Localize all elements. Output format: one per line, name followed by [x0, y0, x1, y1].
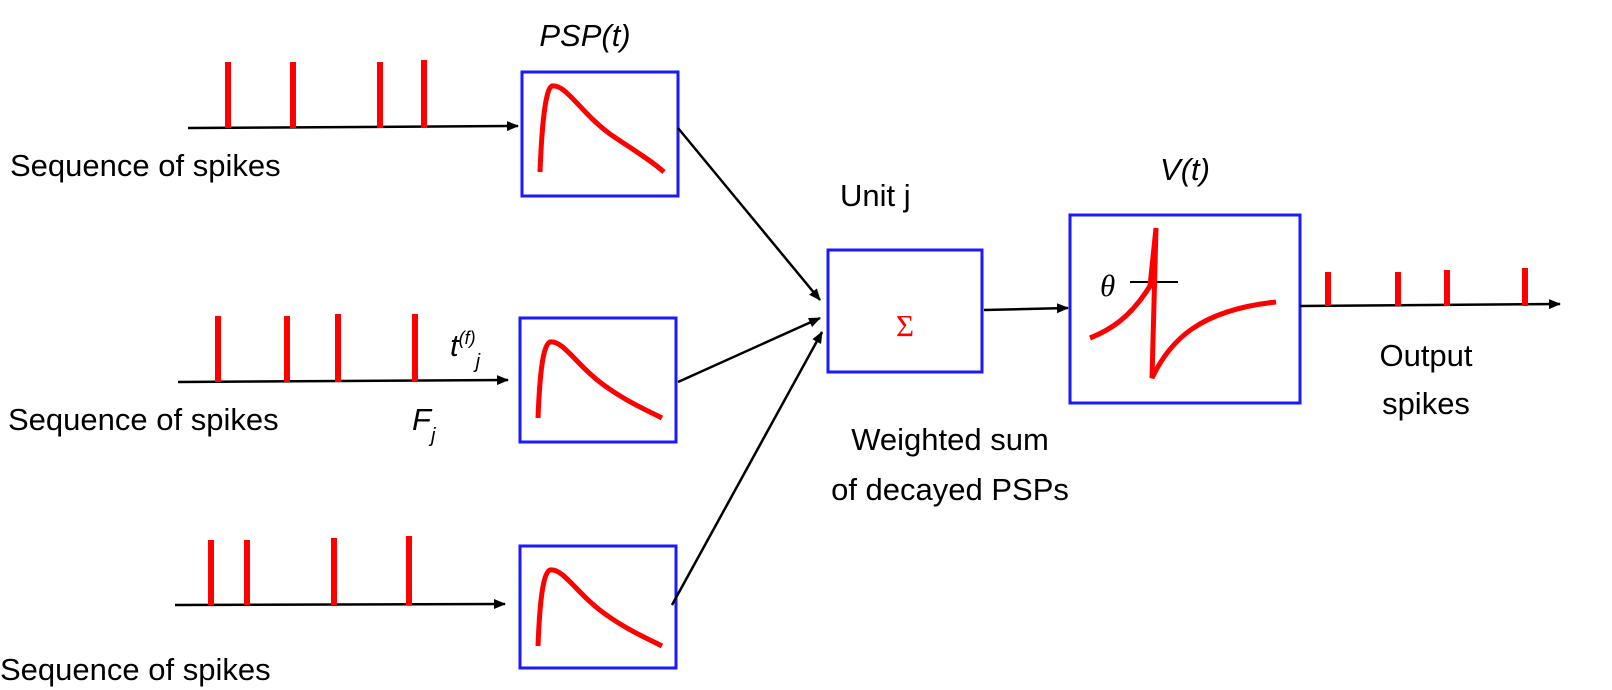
spike-axis [177, 375, 509, 386]
psp-curve [537, 83, 666, 174]
sum-box [826, 248, 984, 374]
base: F [412, 402, 433, 437]
spikes [215, 314, 418, 382]
spikes [225, 60, 427, 128]
spike-time-label: t(f) j [450, 328, 481, 373]
input-label: Sequence of spikes [10, 148, 281, 183]
threshold-symbol: θ [1100, 268, 1115, 303]
psp-box [518, 316, 678, 444]
input-row-1: Sequence of spikes [10, 60, 680, 198]
input-label: Sequence of spikes [8, 402, 279, 437]
connection [677, 127, 821, 301]
psp-box [520, 70, 680, 198]
connection [983, 303, 1069, 314]
sum-symbol: Σ [896, 308, 914, 343]
input-row-2: Sequence of spikes Fj t(f) j [8, 314, 678, 447]
potential-label: V(t) [1160, 152, 1210, 187]
connection [677, 316, 821, 384]
input-row-3: Sequence of spikes [0, 536, 678, 687]
sup: (f) [459, 328, 476, 348]
spikes [208, 536, 412, 605]
set-label: Fj [412, 402, 436, 447]
psp-box [518, 544, 678, 670]
spike-axis [187, 121, 519, 132]
sub: j [473, 351, 481, 373]
potential-box [1068, 213, 1302, 405]
spike-axis [174, 599, 506, 610]
output-axis [1299, 299, 1561, 310]
connection [670, 331, 824, 606]
base: t [450, 328, 460, 363]
output-spikes [1325, 268, 1528, 306]
input-label: Sequence of spikes [0, 652, 271, 687]
unit-label: Unit j [840, 178, 911, 213]
sum-caption: of decayed PSPs [831, 472, 1069, 507]
sub: j [428, 425, 436, 447]
output-label: Output [1379, 338, 1472, 373]
sum-caption: Weighted sum [851, 422, 1049, 457]
psp-label: PSP(t) [539, 18, 630, 53]
output-label: spikes [1382, 386, 1470, 421]
psp-curve [535, 567, 664, 649]
potential-curve [1089, 227, 1277, 380]
psp-curve [535, 339, 664, 421]
